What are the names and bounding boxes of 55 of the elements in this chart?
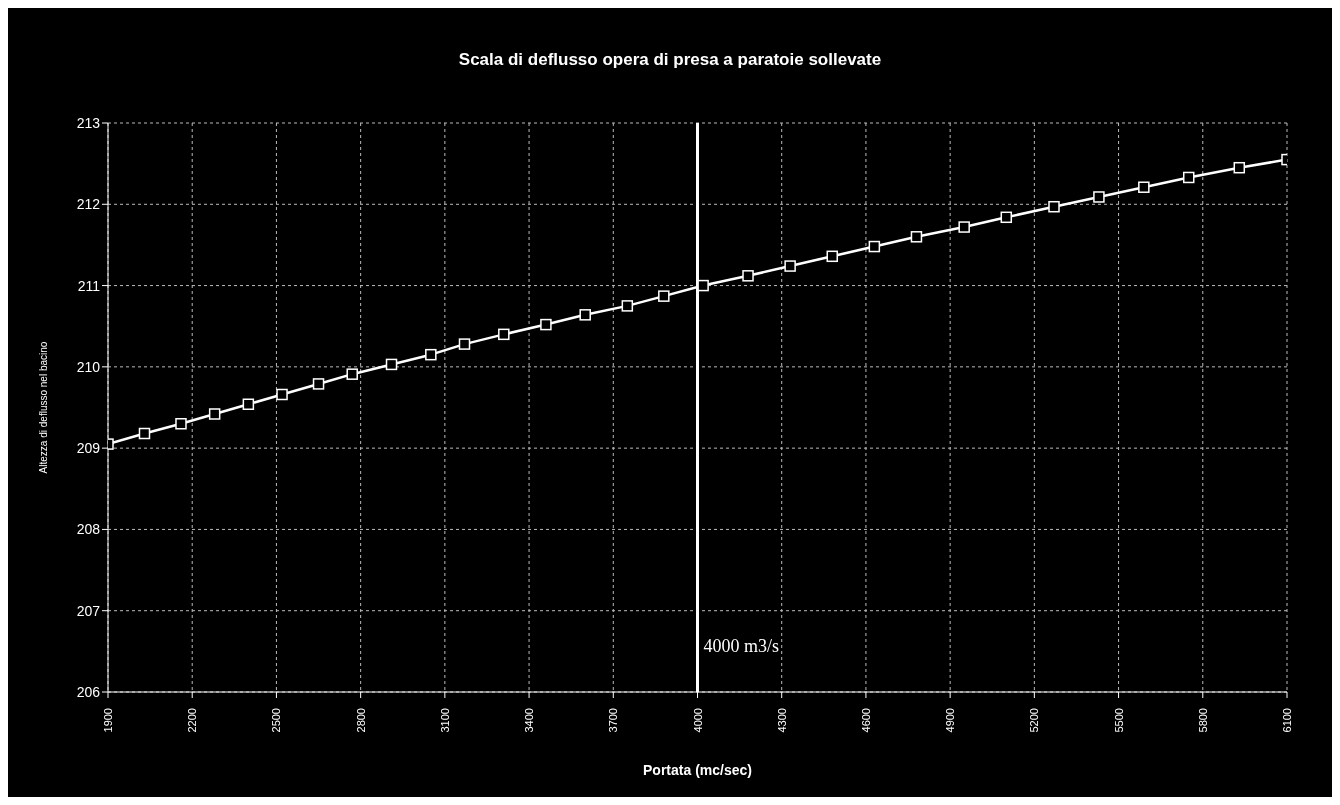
point (826, 250, 838, 263)
point (958, 221, 970, 233)
x-tick-label: 6100 (1281, 708, 1293, 733)
point (276, 388, 288, 401)
point (1233, 161, 1246, 174)
point (697, 279, 709, 292)
point (458, 338, 471, 350)
point (1093, 191, 1105, 203)
x-tick-label: 3400 (523, 708, 536, 733)
x-tick-label: 3100 (438, 708, 451, 733)
y-axis-title: Altezza di deflusso nel bacino (37, 341, 49, 474)
point (621, 300, 634, 312)
point (579, 309, 591, 321)
point (346, 368, 358, 380)
point (910, 231, 923, 243)
point (385, 358, 398, 371)
y-tick-label: 210 (76, 358, 101, 375)
x-tick-label: 2800 (354, 708, 367, 733)
x-tick-label: 4000 (691, 708, 704, 733)
x-tick-label: 2500 (270, 708, 283, 733)
x-tick-label: 5200 (1028, 708, 1041, 733)
x-tick-label: 3700 (607, 708, 620, 733)
x-tick-label: 1900 (102, 708, 114, 733)
point (175, 418, 187, 430)
point (138, 427, 151, 440)
y-tick-label: 208 (76, 521, 101, 538)
y-tick-label: 211 (77, 277, 101, 294)
point (1183, 171, 1195, 184)
x-tick-label: 4300 (775, 708, 788, 733)
x-axis-title: Portata (mc/sec) (643, 762, 752, 778)
x-tick-label: 4600 (859, 708, 872, 733)
chart-title: Scala di deflusso opera di presa a paratoie sollevate (457, 50, 883, 70)
x-tick-label: 4900 (944, 708, 957, 733)
point (784, 260, 796, 272)
y-tick-label: 213 (76, 114, 101, 131)
point (1138, 181, 1150, 193)
y-tick-label: 207 (76, 602, 101, 619)
x-tick-label: 5500 (1112, 708, 1125, 733)
point (742, 270, 754, 282)
point (1048, 200, 1060, 213)
y-tick-label: 209 (76, 440, 101, 457)
y-tick-label: 212 (76, 196, 101, 213)
point (312, 378, 325, 390)
point (242, 398, 255, 410)
point (498, 328, 510, 341)
point (208, 408, 221, 420)
y-tick-label: 206 (76, 683, 101, 700)
point (868, 240, 881, 253)
x-tick-label: 5800 (1196, 708, 1209, 733)
point (540, 318, 552, 331)
ref-line-label: 4000 m3/s (703, 636, 780, 656)
point (658, 290, 670, 302)
point (425, 348, 437, 361)
point (1000, 211, 1013, 224)
x-tick-label: 2200 (186, 708, 199, 733)
